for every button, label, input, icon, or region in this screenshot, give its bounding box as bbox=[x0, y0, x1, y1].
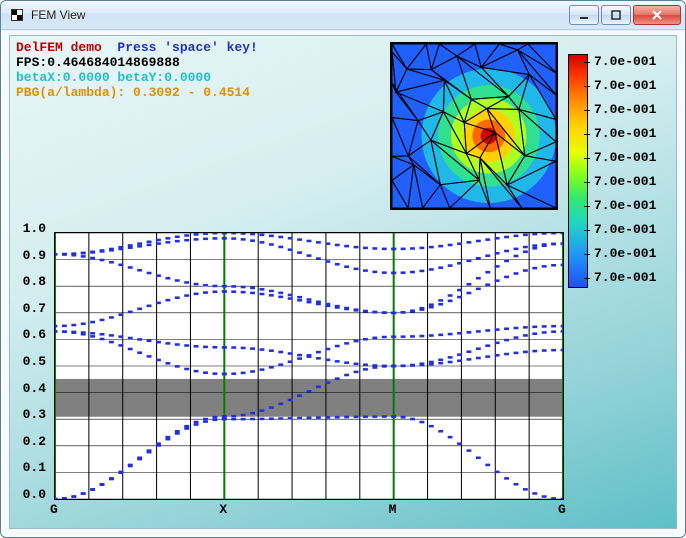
y-tick: 0.2 bbox=[23, 434, 46, 449]
y-tick: 0.6 bbox=[23, 327, 46, 342]
x-tick: G bbox=[50, 502, 58, 517]
demo-label: DelFEM demo bbox=[16, 40, 102, 55]
beta-label: betaX:0.0000 betaY:0.0000 bbox=[16, 70, 211, 85]
x-tick: X bbox=[219, 502, 227, 517]
y-axis-labels: 0.00.10.20.30.40.50.60.70.80.91.0 bbox=[18, 228, 50, 500]
window-title: FEM View bbox=[31, 8, 569, 22]
y-tick: 0.8 bbox=[23, 274, 46, 289]
colorbar-tick: 7.0e-001 bbox=[590, 50, 656, 74]
y-tick: 0.4 bbox=[23, 381, 46, 396]
viewport: DelFEM demo Press 'space' key! FPS:0.4646… bbox=[9, 35, 677, 529]
minimize-button[interactable] bbox=[569, 5, 599, 25]
x-tick: M bbox=[389, 502, 397, 517]
x-axis-labels: GXMG bbox=[54, 502, 564, 518]
y-tick: 0.3 bbox=[23, 407, 46, 422]
colorbar-tick: 7.0e-001 bbox=[590, 74, 656, 98]
info-overlay: DelFEM demo Press 'space' key! FPS:0.4646… bbox=[16, 40, 258, 115]
app-icon bbox=[9, 7, 25, 23]
y-tick: 0.5 bbox=[23, 354, 46, 369]
title-bar[interactable]: FEM View bbox=[1, 1, 685, 30]
colorbar-tick: 7.0e-001 bbox=[590, 122, 656, 146]
fps-label: FPS: bbox=[16, 55, 47, 70]
fps-value: 0.464684014869888 bbox=[47, 55, 180, 70]
pbg-label: PBG(a/lambda): 0.3092 - 0.4514 bbox=[16, 85, 250, 100]
app-window: FEM View DelFEM demo Press 'space' key! F… bbox=[0, 0, 686, 538]
colorbar-tick: 7.0e-001 bbox=[590, 170, 656, 194]
hint-label: Press 'space' key! bbox=[102, 40, 258, 55]
y-tick: 0.7 bbox=[23, 301, 46, 316]
mesh-preview bbox=[390, 42, 558, 210]
x-tick: G bbox=[558, 502, 566, 517]
colorbar-tick: 7.0e-001 bbox=[590, 194, 656, 218]
close-button[interactable] bbox=[633, 5, 681, 25]
band-plot bbox=[54, 232, 564, 500]
y-tick: 0.9 bbox=[23, 248, 46, 263]
y-tick: 0.0 bbox=[23, 487, 46, 502]
y-tick: 0.1 bbox=[23, 460, 46, 475]
band-plot-area: 0.00.10.20.30.40.50.60.70.80.91.0 GXMG bbox=[18, 226, 664, 518]
colorbar-tick: 7.0e-001 bbox=[590, 98, 656, 122]
maximize-button[interactable] bbox=[601, 5, 631, 25]
y-tick: 1.0 bbox=[23, 221, 46, 236]
colorbar-tick: 7.0e-001 bbox=[590, 146, 656, 170]
window-controls bbox=[569, 5, 681, 25]
